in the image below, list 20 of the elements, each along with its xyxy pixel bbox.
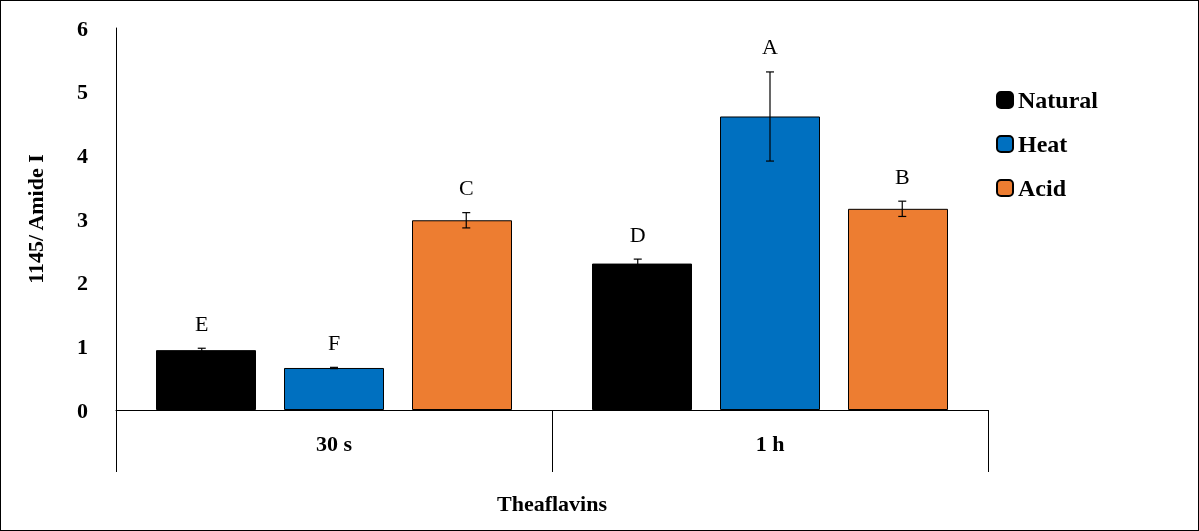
data-label: A [762, 34, 779, 60]
y-axis-title: 1145/ Amide I [22, 154, 48, 284]
data-label: F [327, 329, 341, 355]
y-tick-label: 5 [77, 79, 88, 105]
y-tick-label: 2 [77, 270, 88, 296]
data-label: D [629, 221, 646, 247]
legend-label: Heat [1018, 131, 1068, 157]
legend-label: Natural [1018, 87, 1099, 113]
legend-label: Acid [1018, 175, 1067, 201]
x-axis-title: Theaflavins [496, 490, 608, 516]
y-tick-label: 6 [77, 15, 88, 41]
y-tick-label: 1 [77, 333, 88, 359]
data-label: E [195, 310, 209, 336]
data-label: C [458, 175, 474, 201]
y-tick-label: 3 [77, 206, 88, 232]
x-tick-label: 30 s [315, 430, 353, 456]
y-tick-label: 0 [77, 397, 88, 423]
x-tick-label: 1 h [755, 430, 785, 456]
data-label: B [894, 163, 910, 189]
y-tick-label: 4 [77, 142, 88, 168]
